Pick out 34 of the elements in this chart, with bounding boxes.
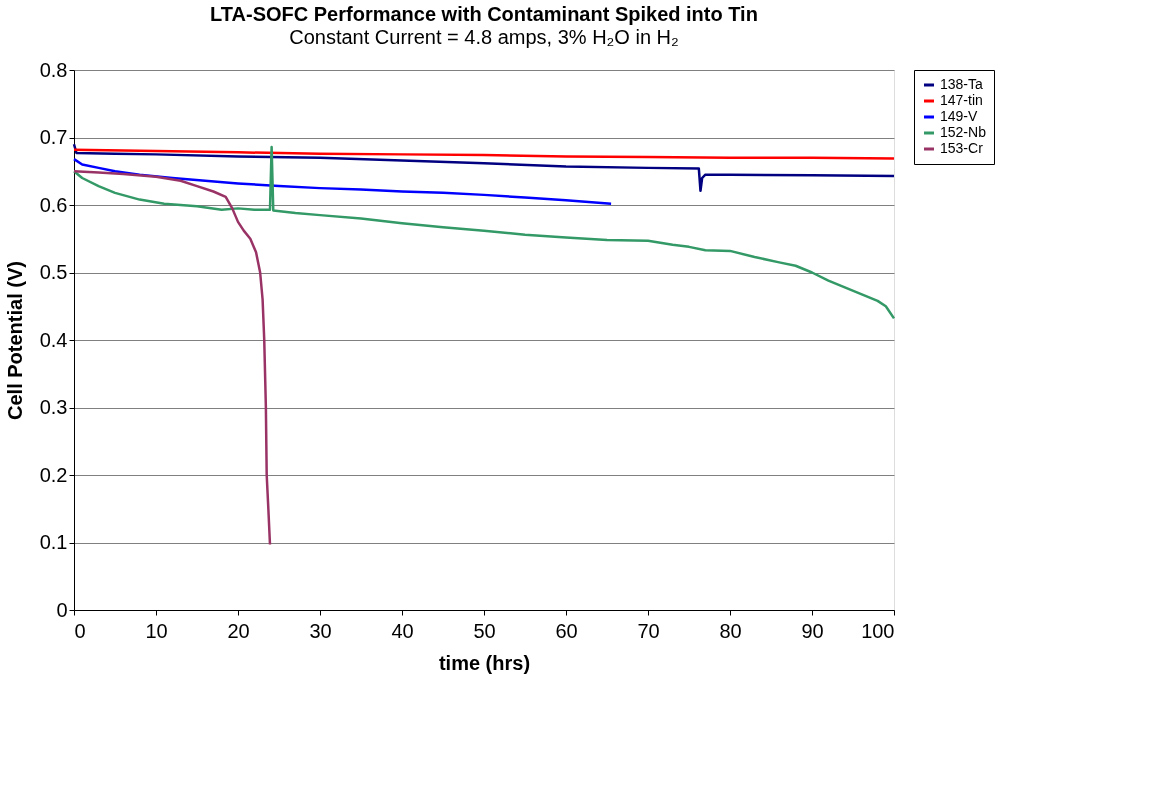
y-tick-label: 0.6 — [39, 193, 68, 216]
line-series — [72, 145, 896, 320]
x-tick-label: 60 — [555, 619, 578, 642]
line-series — [72, 170, 272, 546]
legend-label: 152-Nb — [940, 124, 987, 140]
x-tick-label: 80 — [719, 619, 742, 642]
legend-label: 147-tin — [940, 92, 983, 108]
y-tick-label: 0.3 — [39, 396, 68, 418]
y-tick-label: 0.1 — [39, 531, 68, 553]
x-tick-label: 30 — [309, 619, 332, 642]
y-tick-label: 0.7 — [39, 126, 68, 148]
x-tick-label: 0 — [74, 619, 86, 642]
line-series — [72, 148, 896, 160]
legend-label: 138-Ta — [940, 76, 984, 92]
line-series — [72, 143, 896, 193]
x-tick-label: 40 — [391, 619, 414, 642]
y-tick-label: 0 — [56, 598, 68, 621]
x-tick-label: 70 — [637, 619, 660, 642]
y-axis-title: Cell Potential (V) — [3, 261, 26, 420]
chart-title: LTA-SOFC Performance with Contaminant Spiked into Tin — [210, 3, 758, 25]
x-tick-label: 90 — [801, 619, 824, 642]
line-series — [72, 157, 613, 205]
x-tick-label: 50 — [473, 619, 496, 642]
y-tick-label: 0.5 — [39, 261, 68, 283]
x-tick-label: 10 — [145, 619, 168, 642]
legend-label: 149-V — [940, 108, 979, 124]
y-tick-label: 0.4 — [39, 328, 68, 351]
y-tick-label: 0.8 — [39, 58, 68, 81]
x-tick-label: 100 — [861, 619, 895, 642]
x-axis-title: time (hrs) — [438, 651, 531, 674]
chart-subtitle: Constant Current = 4.8 amps, 3% H₂O in H₂ — [289, 26, 679, 48]
y-tick-label: 0.2 — [39, 463, 68, 486]
x-tick-label: 20 — [227, 619, 250, 642]
legend-label: 153-Cr — [940, 140, 984, 156]
